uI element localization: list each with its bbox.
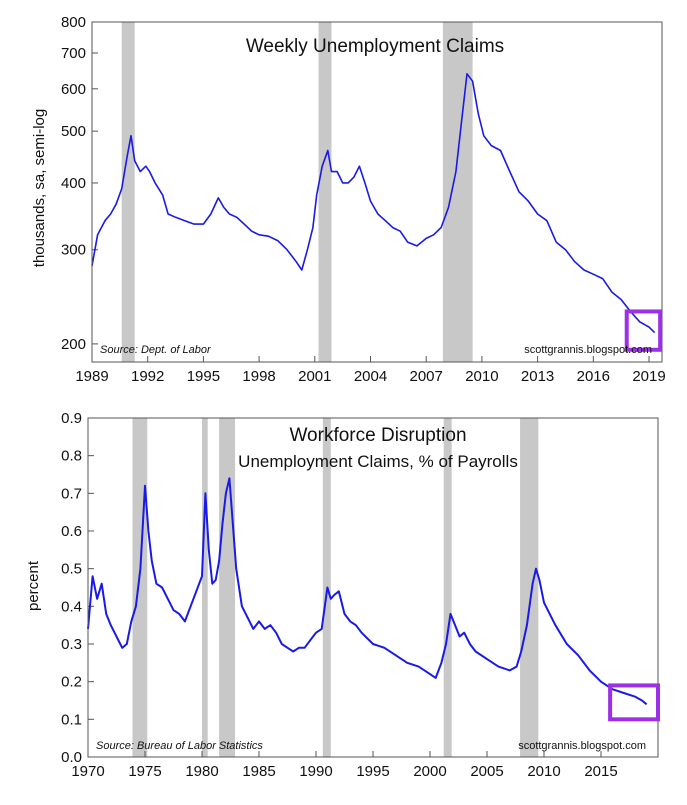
y-tick-label: 500 bbox=[61, 123, 86, 140]
y-tick-label: 0.1 bbox=[61, 711, 82, 728]
x-tick-labels: 1970 1975 1980 1985 1990 1995 2000 2005 2010 2015 bbox=[71, 763, 617, 780]
workforce-disruption-chart: 0.00.10.20.30.40.50.60.70.80.9 1970 1975 1… bbox=[25, 410, 660, 780]
y-tick-label: 0.3 bbox=[61, 636, 82, 653]
recent-highlight-box bbox=[608, 683, 660, 722]
credit-note: scottgrannis.blogspot.com bbox=[518, 740, 646, 752]
y-tick-label: 0.2 bbox=[61, 674, 82, 691]
y-tick-marks bbox=[92, 21, 98, 345]
y-tick-label: 0.5 bbox=[61, 561, 82, 578]
x-tick-label: 1980 bbox=[185, 763, 218, 780]
credit-note: scottgrannis.blogspot.com bbox=[524, 344, 652, 356]
y-tick-label: 0.0 bbox=[61, 749, 82, 766]
chart-subtitle: Unemployment Claims, % of Payrolls bbox=[238, 452, 518, 471]
recession-band bbox=[202, 418, 208, 757]
y-tick-label: 0.8 bbox=[61, 448, 82, 465]
x-tick-marks bbox=[91, 356, 650, 362]
recession-band bbox=[442, 22, 473, 362]
y-tick-label: 300 bbox=[61, 242, 86, 259]
x-tick-labels: 1989 1992 1995 1998 2001 2004 2007 2010 2013 2016… bbox=[75, 368, 665, 385]
x-tick-marks bbox=[87, 751, 602, 757]
recession-band bbox=[520, 418, 539, 757]
plot-border bbox=[91, 21, 663, 363]
claims-series-line bbox=[91, 73, 656, 334]
x-tick-label: 1995 bbox=[187, 368, 220, 385]
claims-pct-series-line bbox=[87, 477, 648, 706]
x-tick-label: 1998 bbox=[242, 368, 275, 385]
y-axis-label: thousands, sa, semi-log bbox=[31, 109, 48, 267]
y-tick-label: 700 bbox=[61, 45, 86, 62]
y-tick-label: 0.7 bbox=[61, 485, 82, 502]
y-tick-labels: 0.0 0.1 0.2 0.3 0.4 0.5 0.6 0.7 0.8 0.9 bbox=[61, 410, 82, 766]
y-tick-label: 200 bbox=[61, 336, 86, 353]
y-tick-label: 800 bbox=[61, 14, 86, 31]
y-tick-label: 400 bbox=[61, 175, 86, 192]
recent-highlight-box bbox=[624, 309, 663, 352]
x-tick-label: 2015 bbox=[584, 763, 617, 780]
chart-title: Workforce Disruption bbox=[289, 425, 466, 446]
x-tick-label: 1995 bbox=[356, 763, 389, 780]
x-tick-label: 2010 bbox=[527, 763, 560, 780]
x-tick-label: 2007 bbox=[410, 368, 443, 385]
x-tick-label: 2019 bbox=[632, 368, 665, 385]
x-tick-label: 2004 bbox=[354, 368, 387, 385]
x-tick-label: 2016 bbox=[577, 368, 610, 385]
recession-band bbox=[443, 418, 452, 757]
y-tick-label: 0.6 bbox=[61, 523, 82, 540]
x-tick-label: 1985 bbox=[242, 763, 275, 780]
recession-band bbox=[132, 418, 148, 757]
x-tick-label: 2013 bbox=[521, 368, 554, 385]
source-note: Source: Dept. of Labor bbox=[100, 344, 212, 356]
recession-band bbox=[219, 418, 236, 757]
y-axis-label: percent bbox=[25, 560, 42, 611]
x-tick-label: 2005 bbox=[470, 763, 503, 780]
x-tick-label: 1992 bbox=[131, 368, 164, 385]
weekly-claims-chart: 200 300 400 500 600 700 800 1989 1992 1995 1998 20… bbox=[31, 14, 666, 385]
chart-title: Weekly Unemployment Claims bbox=[246, 36, 504, 57]
x-tick-label: 1989 bbox=[75, 368, 108, 385]
x-tick-label: 2000 bbox=[413, 763, 446, 780]
y-tick-labels: 200 300 400 500 600 700 800 bbox=[61, 14, 86, 353]
recession-band bbox=[318, 22, 332, 362]
recession-band bbox=[121, 22, 135, 362]
x-tick-label: 1970 bbox=[71, 763, 104, 780]
source-note: Source: Bureau of Labor Statistics bbox=[96, 740, 263, 752]
plot-border bbox=[87, 417, 659, 758]
recession-bands bbox=[121, 22, 473, 362]
y-tick-label: 600 bbox=[61, 81, 86, 98]
y-tick-label: 0.4 bbox=[61, 598, 82, 615]
x-tick-label: 1975 bbox=[128, 763, 161, 780]
x-tick-label: 2010 bbox=[465, 368, 498, 385]
x-tick-label: 2001 bbox=[298, 368, 331, 385]
y-tick-label: 0.9 bbox=[61, 410, 82, 427]
x-tick-label: 1990 bbox=[299, 763, 332, 780]
